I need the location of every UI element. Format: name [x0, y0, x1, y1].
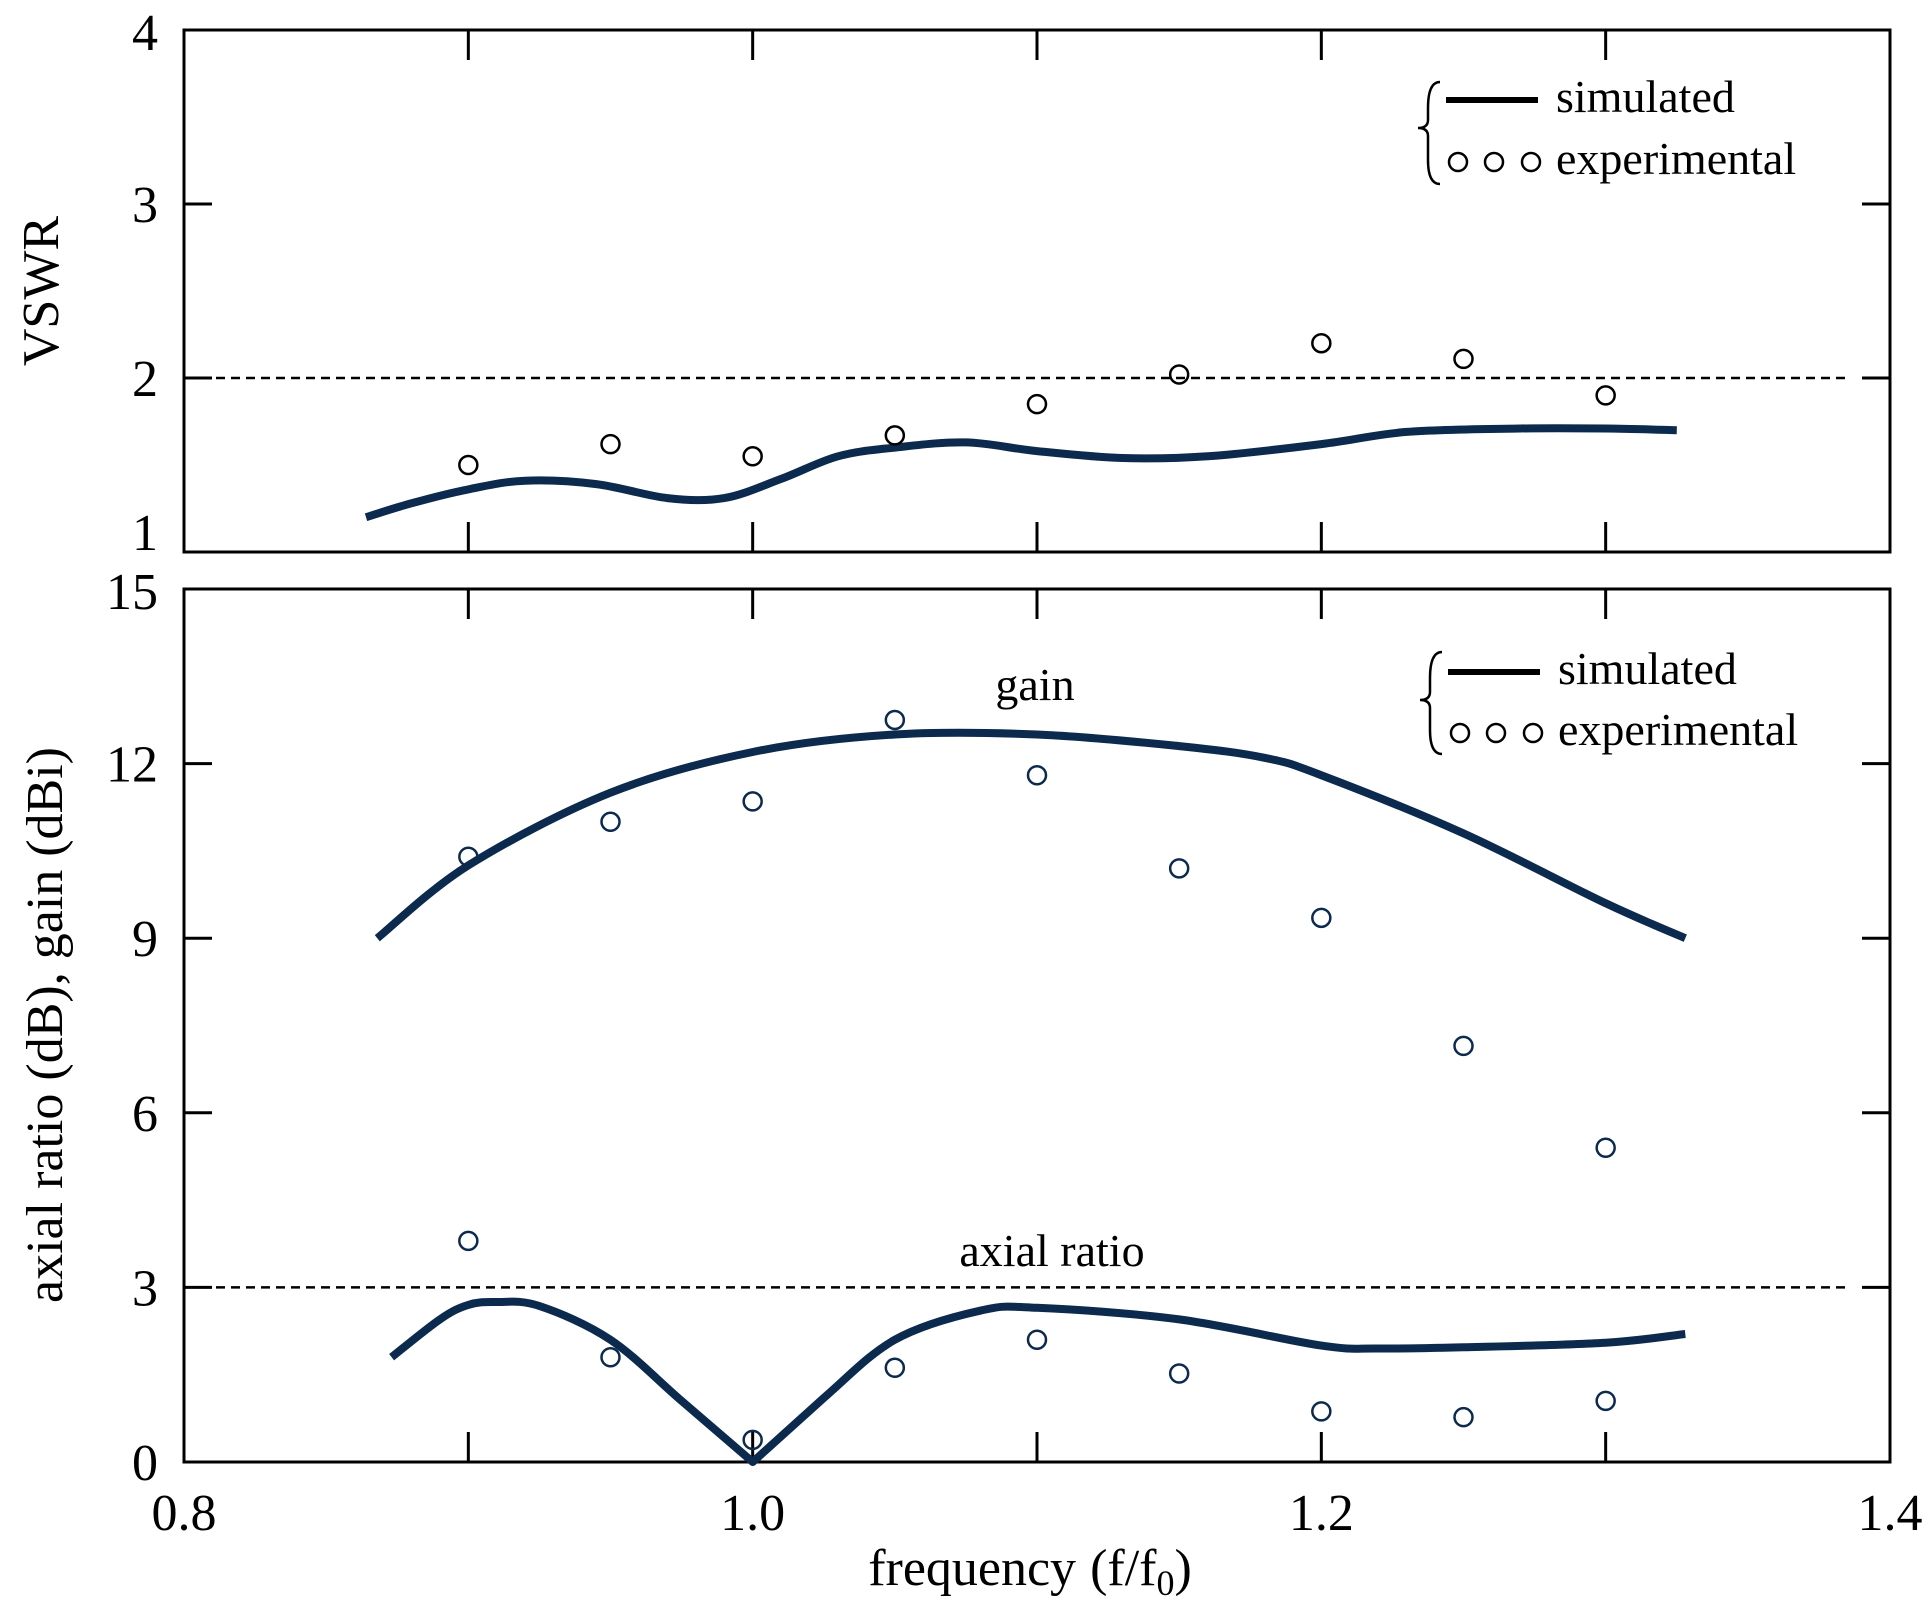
x-axis-label-unit: (f/f: [1090, 1540, 1157, 1597]
legend-brace-icon: [1419, 650, 1443, 756]
experimental-point: [1595, 385, 1616, 406]
axial-ratio-simulated-line: [389, 1297, 1686, 1466]
experimental-point: [1168, 364, 1190, 385]
legend-circle-marker: [1447, 151, 1469, 173]
legend-brace-icon: [1417, 80, 1441, 186]
gain-axial-ratio-series: [374, 709, 1687, 1466]
x-tick-label: 1.4: [1858, 1485, 1923, 1542]
legend-circle-marker: [1449, 722, 1471, 744]
x-axis-label-subscript: 0: [1156, 1563, 1174, 1603]
axial-ratio-annotation: axial ratio: [959, 1225, 1144, 1276]
axial-ratio-experimental-point: [600, 1346, 621, 1368]
experimental-point: [1026, 393, 1048, 415]
y-tick-label: 2: [132, 351, 158, 408]
gain-experimental-point: [1026, 764, 1048, 786]
gain-simulated-line: [374, 728, 1687, 942]
axial-ratio-experimental-point: [458, 1230, 479, 1252]
y-tick-label: 0: [132, 1435, 158, 1492]
bottom-y-axis-label: axial ratio (dB), gain (dBi): [17, 747, 74, 1303]
gain-experimental-point: [600, 811, 621, 833]
gain-legend: simulated experimental: [1419, 643, 1798, 756]
gain-experimental-point: [1168, 858, 1190, 879]
legend-experimental-label: experimental: [1558, 704, 1798, 755]
gain-experimental-point: [1311, 907, 1332, 929]
x-tick-labels: 0.8 1.0 1.2 1.4: [152, 1485, 1923, 1542]
axial-ratio-experimental-point: [1595, 1390, 1616, 1412]
axial-ratio-experimental-point: [1311, 1401, 1332, 1422]
vswr-legend: simulated experimental: [1417, 71, 1796, 186]
gain-tick-marks: [184, 587, 1890, 1464]
experimental-point: [458, 454, 479, 476]
gain-experimental-point: [1595, 1137, 1616, 1158]
x-tick-label: 1.2: [1289, 1485, 1354, 1542]
y-tick-label: 12: [106, 737, 158, 794]
legend-experimental-label: experimental: [1556, 133, 1796, 184]
y-tick-label: 3: [132, 177, 158, 234]
vswr-series: [364, 332, 1677, 522]
gain-axial-ratio-panel: 0 3 6 9 12 15 0.8 1.0 1.2 1.4 gain axial ratio a…: [17, 564, 1923, 1603]
gain-experimental-point: [742, 791, 763, 812]
axial-ratio-experimental-point: [884, 1357, 906, 1378]
legend-circle-marker: [1483, 151, 1505, 173]
gain-ytick-labels: 0 3 6 9 12 15: [106, 564, 158, 1492]
gain-experimental-point: [1453, 1035, 1474, 1057]
x-tick-label: 1.0: [720, 1485, 785, 1542]
gain-annotation: gain: [995, 659, 1074, 710]
y-tick-label: 6: [132, 1086, 158, 1143]
vswr-panel: 1 2 3 4 VSWR simulated experimental: [13, 5, 1892, 562]
axial-ratio-experimental-point: [742, 1429, 763, 1451]
experimental-point: [600, 433, 621, 455]
experimental-point: [742, 446, 763, 467]
y-tick-label: 4: [132, 5, 158, 62]
gain-experimental-point: [884, 709, 906, 731]
x-axis-label-main: frequency: [868, 1540, 1076, 1597]
y-tick-label: 9: [132, 911, 158, 968]
vswr-ytick-labels: 1 2 3 4: [132, 5, 158, 562]
x-axis-label-close: ): [1174, 1540, 1191, 1597]
y-tick-label: 3: [132, 1260, 158, 1317]
legend-simulated-label: simulated: [1558, 643, 1737, 694]
simulated-line: [364, 424, 1677, 522]
legend-circle-marker: [1485, 722, 1507, 744]
y-tick-label: 1: [132, 505, 158, 562]
axial-ratio-experimental-point: [1026, 1329, 1048, 1351]
gain-experimental-point: [458, 846, 479, 867]
legend-circle-marker: [1520, 151, 1542, 173]
x-tick-label: 0.8: [152, 1485, 217, 1542]
x-axis-label: frequency (f/f0): [868, 1540, 1192, 1603]
legend-circle-marker: [1522, 722, 1544, 744]
vswr-y-axis-label: VSWR: [13, 216, 70, 367]
vswr-tick-marks: [184, 28, 1890, 554]
experimental-point: [884, 425, 906, 446]
y-tick-label: 15: [106, 564, 158, 621]
legend-simulated-label: simulated: [1556, 71, 1735, 122]
experimental-point: [1311, 332, 1332, 354]
axial-ratio-experimental-point: [1168, 1363, 1190, 1384]
experimental-point: [1453, 348, 1474, 370]
axial-ratio-experimental-point: [1453, 1406, 1474, 1428]
